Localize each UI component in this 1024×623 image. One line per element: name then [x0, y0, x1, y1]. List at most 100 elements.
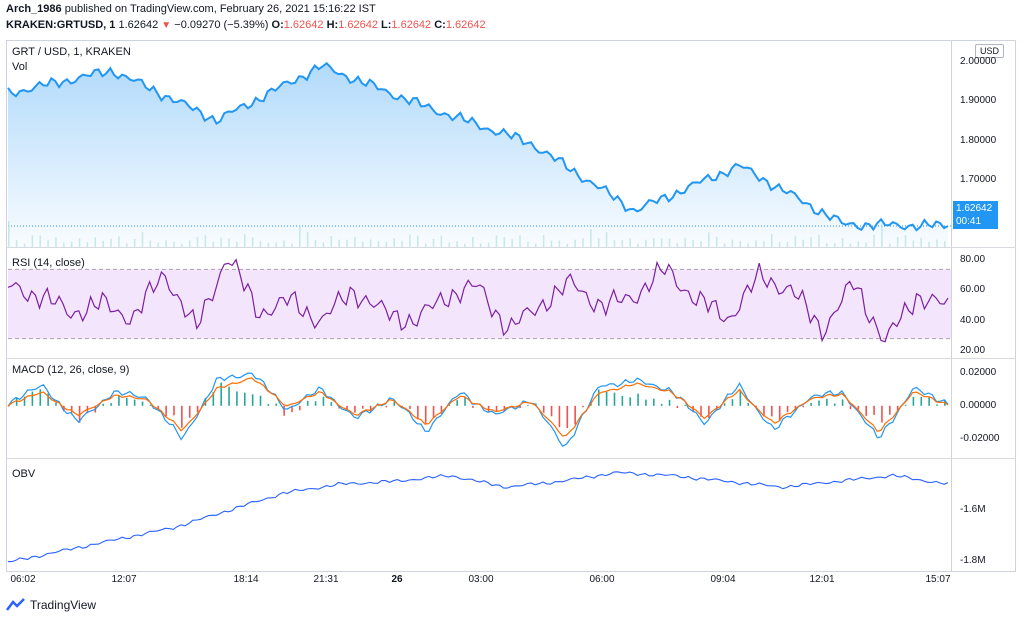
volume-bar [535, 243, 537, 247]
macd-histogram-bar [228, 386, 230, 406]
macd-histogram-bar [173, 405, 175, 416]
macd-histogram-bar [763, 405, 765, 417]
volume-bar [944, 241, 946, 247]
macd-histogram-bar [440, 405, 443, 414]
macd-histogram-bar [558, 405, 561, 428]
price-scale-divider [951, 40, 952, 572]
volume-bar [857, 241, 860, 247]
macd-histogram-bar [322, 396, 325, 406]
macd-histogram-bar [149, 404, 152, 406]
volume-bar [346, 239, 348, 247]
macd-histogram-bar [708, 405, 710, 418]
volume-bar [181, 243, 183, 247]
macd-histogram-bar [660, 403, 663, 406]
macd-histogram-bar [291, 405, 293, 413]
macd-histogram-bar [196, 405, 199, 413]
current-price-badge: 1.62642 00:41 [953, 201, 998, 229]
macd-histogram-bar [361, 405, 364, 409]
volume-bar [542, 235, 545, 247]
rsi-tick: 40.00 [960, 315, 986, 326]
macd-histogram-bar [110, 403, 112, 406]
time-tick: 03:00 [468, 574, 494, 585]
high-label: H: [326, 19, 339, 31]
volume-bar [495, 235, 498, 247]
open-label: O: [271, 19, 284, 31]
macd-tick: 0.02000 [960, 367, 997, 378]
macd-histogram-bar [472, 405, 474, 408]
volume-bar [354, 236, 356, 247]
time-tick: 12:01 [809, 574, 835, 585]
bar-countdown: 00:41 [956, 216, 982, 227]
volume-bar [63, 242, 65, 247]
macd-histogram-bar [251, 394, 254, 406]
price-line [7, 61, 949, 232]
volume-bar [511, 239, 513, 247]
macd-histogram-bar [346, 405, 348, 410]
macd-histogram-bar [306, 400, 309, 406]
volume-bar [889, 243, 891, 247]
volume-bar [78, 238, 81, 247]
brand-label: TradingView [30, 598, 97, 612]
volume-bar [55, 237, 57, 247]
signal-line [7, 377, 949, 437]
macd-histogram-bar [818, 400, 820, 406]
volume-bar [299, 225, 301, 247]
volume-bar [8, 221, 10, 247]
price-tick: 1.70000 [960, 174, 997, 185]
volume-bar [102, 240, 104, 247]
pane-separator[interactable] [6, 247, 1016, 248]
volume-bar [519, 235, 521, 247]
volume-bar [653, 238, 655, 247]
volume-bar [15, 240, 18, 247]
low-label: L: [381, 19, 392, 31]
macd-histogram-bar [833, 403, 836, 406]
volume-bar [401, 240, 403, 247]
macd-histogram-bar [896, 405, 899, 411]
macd-histogram-bar [739, 389, 742, 406]
chart-canvas[interactable] [6, 40, 951, 572]
volume-bar [464, 243, 466, 247]
pane-separator[interactable] [6, 358, 1016, 359]
pane-separator[interactable] [6, 458, 1016, 459]
currency-button[interactable]: USD [975, 44, 1005, 58]
macd-histogram-bar [354, 405, 356, 413]
high-value: 1.62642 [338, 19, 378, 31]
macd-histogram-bar [889, 405, 891, 415]
macd-histogram-bar [912, 396, 915, 406]
volume-label: Vol [12, 61, 28, 73]
price-tick: 1.90000 [960, 95, 997, 106]
low-value: 1.62642 [391, 19, 432, 31]
macd-histogram-bar [637, 393, 639, 406]
volume-bar [786, 241, 789, 247]
volume-bar [613, 240, 616, 247]
volume-bar [637, 243, 639, 247]
symbol-label: KRAKEN:GRTUSD, 1 [6, 19, 116, 31]
tradingview-brand[interactable]: TradingView [6, 598, 96, 612]
macd-histogram-bar [542, 405, 545, 413]
volume-bar [802, 239, 804, 247]
volume-bar [715, 236, 718, 247]
volume-bar [86, 242, 89, 247]
macd-histogram-bar [464, 396, 466, 406]
price-tick: 2.00000 [960, 56, 997, 67]
volume-bar [251, 237, 254, 247]
volume-bar [912, 240, 915, 247]
macd-histogram-bar [385, 405, 388, 408]
volume-bar [794, 235, 797, 247]
macd-histogram-bar [330, 402, 333, 406]
macd-histogram-bar [141, 401, 144, 406]
macd-histogram-bar [102, 403, 104, 406]
macd-histogram-bar [629, 397, 632, 406]
macd-histogram-bar [881, 405, 883, 423]
macd-histogram-bar [23, 396, 26, 406]
publisher-name: Arch_1986 [6, 3, 62, 15]
volume-bar [676, 243, 679, 247]
macd-histogram-bar [503, 405, 506, 412]
time-tick: 21:31 [313, 574, 339, 585]
macd-histogram-bar [920, 396, 923, 406]
volume-bar [393, 238, 395, 247]
volume-bar [645, 239, 647, 247]
macd-histogram-bar [936, 404, 938, 406]
volume-bar [487, 242, 490, 247]
rsi-band [8, 269, 951, 339]
